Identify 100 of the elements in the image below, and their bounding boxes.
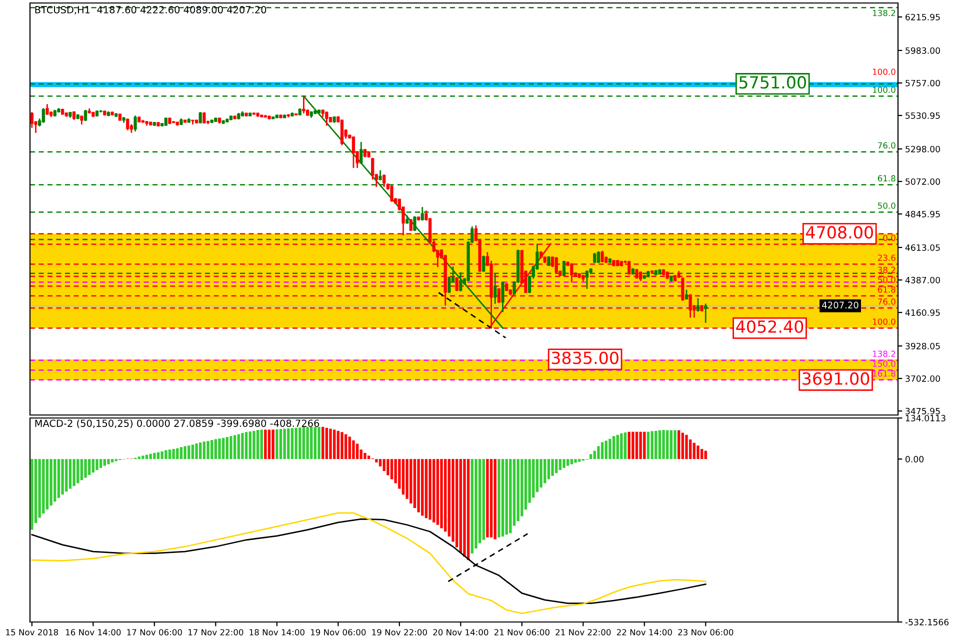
bar [57, 459, 60, 498]
bar [344, 434, 348, 460]
candlestick [593, 252, 596, 264]
bar [578, 459, 581, 462]
y-tick-label: 6215.95 [906, 14, 940, 20]
candlestick [126, 118, 130, 131]
x-tick-label: 17 Nov 22:00 [188, 629, 244, 636]
candlestick [413, 216, 416, 232]
bar [352, 440, 355, 460]
bar [202, 442, 206, 460]
bar [643, 432, 646, 460]
bar [628, 432, 630, 460]
y-tick-label: 4845.95 [905, 210, 940, 218]
bar [153, 452, 156, 460]
bar [486, 459, 489, 538]
bar [244, 432, 248, 460]
bar [230, 436, 232, 460]
bar [76, 459, 80, 484]
bar [287, 428, 290, 460]
bar [322, 426, 324, 460]
bar [233, 435, 236, 460]
annotation: 138.2 [872, 10, 896, 16]
bar [696, 446, 700, 460]
bar [80, 459, 84, 480]
annotation: 150.0 [872, 360, 896, 367]
bar [678, 430, 680, 460]
bar [279, 429, 282, 460]
bar [99, 459, 102, 468]
x-tick-label: 20 Nov 14:00 [433, 629, 488, 636]
y-tick-label: 5072.00 [906, 178, 940, 185]
bar [84, 459, 87, 478]
bar [421, 459, 424, 516]
candlestick [501, 280, 504, 313]
bar [544, 459, 546, 484]
ref-line-label: 4207.20 [822, 302, 858, 308]
bar [54, 459, 56, 502]
x-tick-label: 16 Nov 14:00 [66, 629, 121, 636]
candlestick [134, 114, 137, 132]
y-tick-label: 5983.00 [906, 47, 940, 54]
candlestick [198, 111, 202, 124]
bar [237, 434, 240, 460]
bar [256, 430, 260, 460]
bar [624, 432, 627, 460]
candlestick [704, 302, 708, 324]
bar [650, 431, 654, 460]
bar [424, 459, 428, 518]
candlestick [382, 174, 386, 188]
bar [318, 426, 320, 460]
bar [375, 459, 378, 462]
bar [241, 433, 244, 460]
bar [107, 459, 110, 464]
bar [248, 431, 252, 460]
bar [199, 442, 202, 460]
y-tick-label: 4160.95 [905, 309, 940, 316]
bar [226, 436, 228, 460]
annotation: 50.0 [878, 276, 896, 283]
x-tick-label: 21 Nov 22:00 [556, 629, 611, 636]
annotation: 4052.40 [736, 320, 804, 333]
bar [608, 438, 612, 460]
bar [214, 439, 217, 460]
bar [72, 459, 76, 486]
x-tick-label: 19 Nov 22:00 [372, 629, 427, 636]
annotation: 100.0 [872, 318, 896, 325]
bar [494, 459, 496, 540]
candlestick [340, 118, 344, 146]
bar [340, 432, 344, 460]
candlestick [302, 95, 306, 114]
candlestick [409, 218, 412, 232]
bar [172, 448, 175, 460]
bar [180, 447, 183, 460]
bar [30, 459, 34, 530]
annotation: 76.0 [878, 142, 896, 149]
bar [88, 459, 91, 475]
candlestick [325, 110, 328, 127]
bar [390, 459, 394, 480]
bar [681, 432, 684, 460]
bar [367, 456, 370, 460]
bar [65, 459, 68, 492]
y-tick-label: 3928.05 [906, 342, 940, 350]
annotation: 138.2 [872, 350, 896, 357]
bar [558, 459, 562, 470]
bar [195, 443, 198, 460]
x-tick-label: 19 Nov 06:00 [310, 629, 366, 636]
bar [46, 459, 49, 510]
bar [302, 426, 306, 460]
bar [402, 459, 405, 495]
bar [674, 430, 676, 460]
bar [509, 459, 512, 534]
bar [276, 429, 278, 460]
chart-title: MACD-2 (50,150,25) 0.0000 27.0859 -399.6980 -408.7266 [35, 419, 320, 428]
bar [264, 430, 267, 460]
bar [191, 444, 194, 460]
bar [658, 430, 662, 460]
annotation: 38.2 [878, 266, 896, 274]
x-tick-label: 17 Nov 06:00 [127, 629, 182, 636]
bar [428, 459, 432, 520]
bar [632, 432, 634, 460]
chart-title: BTCUSD,H1 4187.60 4222.60 4089.00 4207.20 [35, 6, 266, 14]
bar [482, 459, 485, 540]
bar [704, 450, 707, 460]
